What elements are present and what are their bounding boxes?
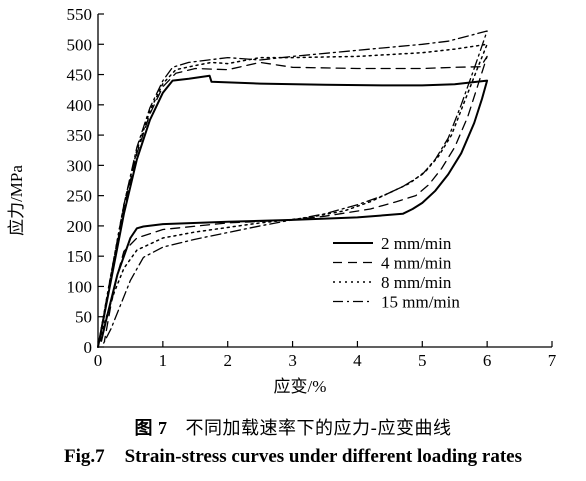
chart-axes <box>97 14 552 348</box>
y-tick-label: 350 <box>67 126 93 145</box>
y-tick-label: 300 <box>67 156 93 175</box>
x-tick-label: 1 <box>159 351 168 370</box>
series-line-1 <box>97 74 489 348</box>
figure-caption-english-text: Strain-stress curves under different loa… <box>124 446 523 467</box>
figure-caption-chinese-text: 不同加载速率下的应力-应变曲线 <box>185 418 452 439</box>
y-axis-title: 应力/MPa <box>7 165 26 236</box>
legend-label-3: 8 mm/min <box>381 273 452 292</box>
x-tick-label: 4 <box>353 351 362 370</box>
y-tick-label: 0 <box>84 338 93 357</box>
series-line-4 <box>97 30 488 348</box>
y-tick-label: 250 <box>67 187 93 206</box>
y-tick-label: 100 <box>67 277 93 296</box>
x-tick-label: 3 <box>288 351 297 370</box>
x-tick-label: 2 <box>223 351 232 370</box>
figure-caption-chinese: 图 7 不同加载速率下的应力-应变曲线 <box>0 414 586 440</box>
legend-label-4: 15 mm/min <box>381 293 460 312</box>
legend-label-2: 4 mm/min <box>381 254 452 273</box>
x-tick-label: 0 <box>94 351 103 370</box>
x-axis-title: 应变/% <box>274 377 327 396</box>
series-line-2 <box>97 55 488 348</box>
chart-series <box>97 30 489 348</box>
y-tick-label: 450 <box>67 66 93 85</box>
y-tick-label: 200 <box>67 217 93 236</box>
figure-number-chinese: 图 7 <box>134 418 168 438</box>
figure-caption-english: Fig.7 Strain-stress curves under differen… <box>0 446 586 468</box>
y-tick-label: 150 <box>67 247 93 266</box>
x-tick-label: 6 <box>483 351 492 370</box>
series-line-3 <box>97 43 488 348</box>
figure-number-english: Fig.7 <box>63 446 105 467</box>
x-tick-label: 7 <box>548 351 557 370</box>
y-tick-label: 400 <box>67 96 93 115</box>
y-tick-label: 500 <box>67 35 93 54</box>
y-tick-label: 550 <box>67 5 93 24</box>
legend-label-1: 2 mm/min <box>381 234 452 253</box>
chart-ticks: 0 1 2 3 4 5 6 7 0 50 100 150 200 250 300 350 400 450 500 55… <box>67 5 557 370</box>
x-tick-label: 5 <box>418 351 427 370</box>
y-tick-label: 50 <box>75 308 92 327</box>
